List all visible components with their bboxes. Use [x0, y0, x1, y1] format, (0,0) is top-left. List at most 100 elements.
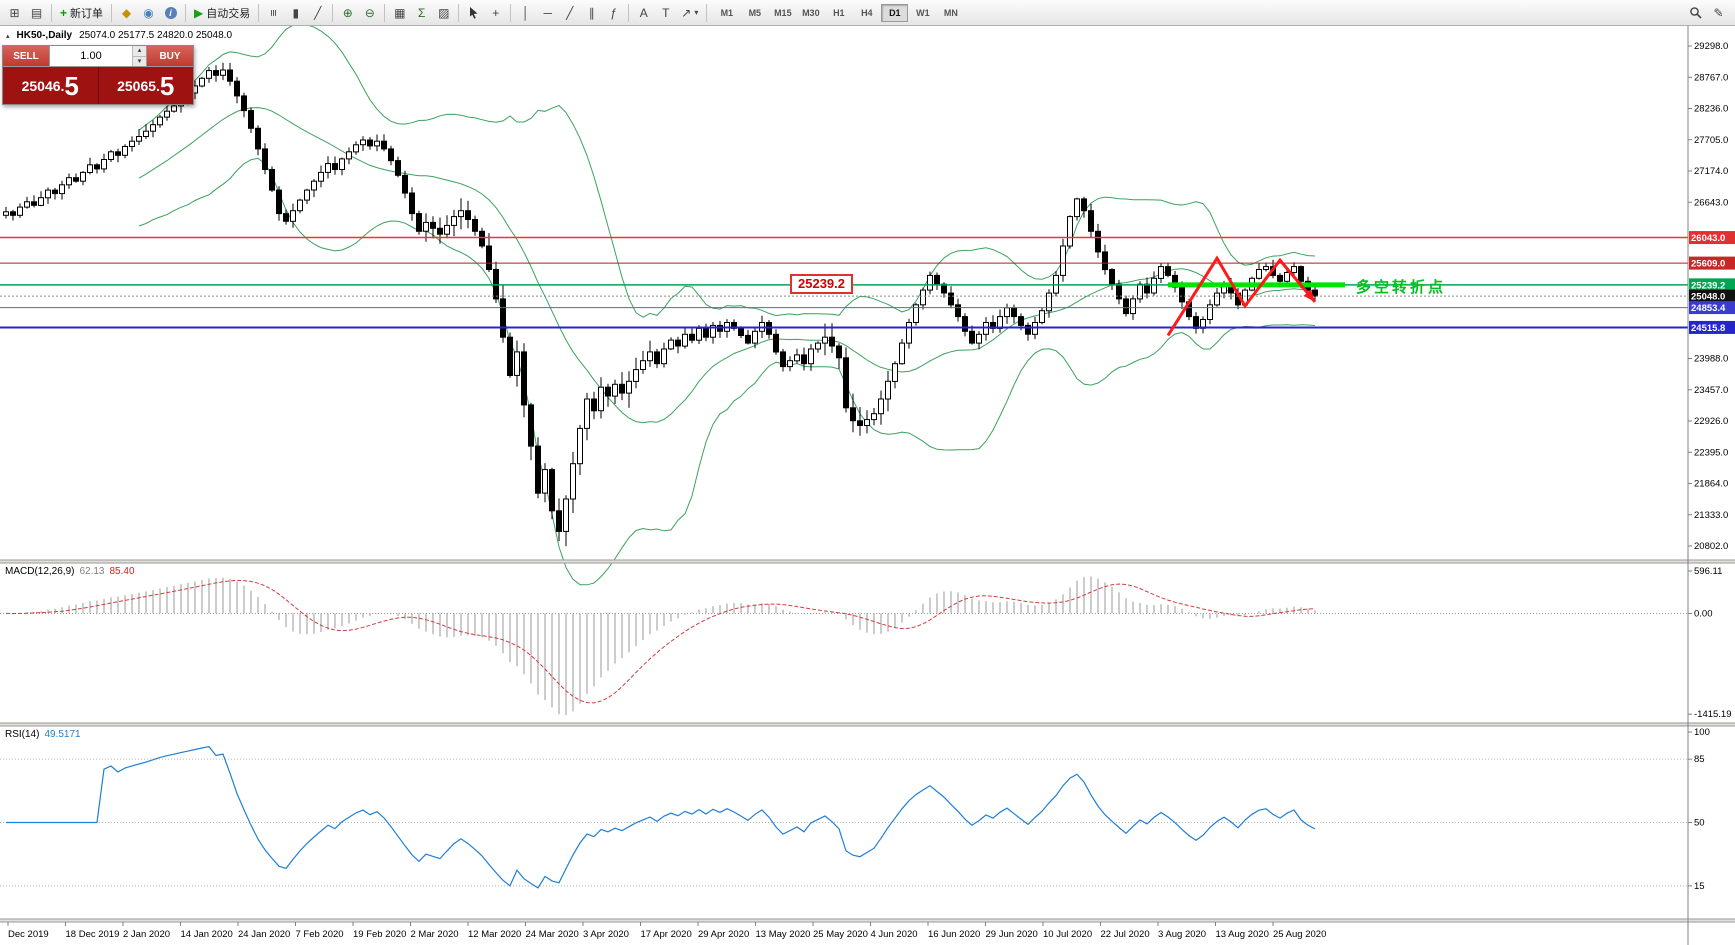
- svg-text:25609.0: 25609.0: [1691, 259, 1725, 270]
- svg-text:17 Apr 2020: 17 Apr 2020: [641, 929, 692, 940]
- indicators-button[interactable]: Σ: [411, 2, 432, 23]
- volume-decrease-button[interactable]: ▾: [133, 56, 146, 66]
- templates-button[interactable]: ▨: [433, 2, 454, 23]
- sell-price-small: 25046.: [21, 77, 65, 94]
- timeframe-h4-button[interactable]: H4: [853, 4, 880, 22]
- metaeditor-button[interactable]: ◆: [116, 2, 137, 23]
- svg-text:28236.0: 28236.0: [1694, 104, 1728, 115]
- edit-button[interactable]: ✎: [1708, 2, 1729, 23]
- chart-canvas[interactable]: 29298.0 28767.0 28236.0 27705.0 27174.0 26643…: [0, 26, 1735, 945]
- svg-text:29298.0: 29298.0: [1694, 41, 1728, 52]
- crosshair-icon: +: [492, 5, 500, 20]
- candlestick-chart-button[interactable]: ▮: [285, 2, 306, 23]
- toolbar-separator: [628, 3, 630, 22]
- svg-text:27174.0: 27174.0: [1694, 166, 1728, 177]
- timeframe-m5-button[interactable]: M5: [741, 4, 768, 22]
- turning-point-label[interactable]: 多空转折点: [1356, 279, 1447, 296]
- arrows-dropdown-button[interactable]: ↗ ▾: [677, 2, 702, 23]
- line-chart-button[interactable]: ╱: [307, 2, 328, 23]
- panel-separator-rsi[interactable]: [0, 722, 1735, 727]
- new-order-button[interactable]: + 新订单: [56, 2, 107, 23]
- buy-price[interactable]: 25065. 5: [98, 67, 193, 104]
- timeframe-m15-button[interactable]: M15: [769, 4, 796, 22]
- vertical-line-button[interactable]: │: [515, 2, 536, 23]
- svg-text:12 Mar 2020: 12 Mar 2020: [468, 929, 521, 940]
- buy-button[interactable]: BUY: [147, 46, 193, 66]
- autotrading-button[interactable]: ▶ 自动交易: [190, 2, 254, 23]
- timeframe-d1-button[interactable]: D1: [881, 3, 909, 22]
- search-icon: [1690, 7, 1702, 19]
- market-button[interactable]: ◉: [138, 2, 159, 23]
- svg-text:15: 15: [1694, 881, 1705, 892]
- info-icon: i: [164, 6, 177, 19]
- arrow-object-icon: ↗: [681, 5, 692, 20]
- time-scale[interactable]: [0, 922, 1688, 945]
- market-icon: ◉: [143, 5, 154, 20]
- text-icon: A: [639, 5, 648, 20]
- svg-text:24 Jan 2020: 24 Jan 2020: [238, 929, 290, 940]
- vertical-line-icon: │: [522, 5, 530, 20]
- crosshair-button[interactable]: +: [485, 2, 506, 23]
- timeframe-toolbar: M1 M5 M15 M30 H1 H4 D1 W1 MN: [713, 3, 964, 22]
- volume-increase-button[interactable]: ▴: [133, 46, 146, 57]
- toolbar-separator: [51, 3, 52, 22]
- volume-input[interactable]: [50, 46, 132, 66]
- svg-text:10 Jul 2020: 10 Jul 2020: [1043, 929, 1092, 940]
- panel-separator-macd[interactable]: [0, 559, 1735, 564]
- svg-text:100: 100: [1694, 727, 1710, 738]
- svg-text:0.00: 0.00: [1694, 608, 1713, 619]
- timeframe-m30-button[interactable]: M30: [797, 4, 824, 22]
- timeframe-w1-button[interactable]: W1: [909, 4, 936, 22]
- zoom-in-button[interactable]: ⊕: [337, 2, 358, 23]
- timeframe-h1-button[interactable]: H1: [825, 4, 852, 22]
- svg-text:27705.0: 27705.0: [1694, 135, 1728, 146]
- svg-text:23457.0: 23457.0: [1694, 385, 1728, 396]
- sell-price[interactable]: 25046. 5: [3, 67, 99, 104]
- price-scale[interactable]: [1688, 26, 1735, 945]
- channel-button[interactable]: ∥: [581, 2, 602, 23]
- rsi-name: RSI(14): [5, 729, 40, 740]
- timeframe-m1-button[interactable]: M1: [713, 4, 740, 22]
- svg-text:20802.0: 20802.0: [1694, 541, 1728, 552]
- help-button[interactable]: i: [160, 2, 181, 23]
- sell-button[interactable]: SELL: [3, 46, 49, 66]
- metaeditor-icon: ◆: [121, 5, 132, 20]
- macd-caption: MACD(12,26,9) 62.13 85.40: [5, 566, 135, 577]
- symbol-marker-icon: ▴: [6, 32, 10, 40]
- horizontal-line-icon: ─: [543, 5, 552, 20]
- svg-text:4 Jun 2020: 4 Jun 2020: [871, 929, 918, 940]
- svg-text:13 Aug 2020: 13 Aug 2020: [1216, 929, 1269, 940]
- svg-text:25239.2: 25239.2: [1691, 280, 1725, 291]
- fibonacci-button[interactable]: ƒ: [603, 2, 624, 23]
- text-button[interactable]: A: [633, 2, 654, 23]
- horizontal-line-button[interactable]: ─: [537, 2, 558, 23]
- tile-windows-button[interactable]: ▦: [389, 2, 410, 23]
- new-chart-button[interactable]: ⊞: [4, 2, 25, 23]
- svg-text:21333.0: 21333.0: [1694, 510, 1728, 521]
- price-callout-label[interactable]: 25239.2: [790, 274, 853, 294]
- search-button[interactable]: [1685, 2, 1706, 23]
- line-chart-icon: ╱: [314, 5, 322, 20]
- svg-text:29 Jun 2020: 29 Jun 2020: [986, 929, 1038, 940]
- toolbar-separator: [258, 3, 260, 22]
- profiles-button[interactable]: ▤: [26, 2, 47, 23]
- zoom-out-button[interactable]: ⊖: [359, 2, 380, 23]
- trendline-button[interactable]: ╱: [559, 2, 580, 23]
- toolbar-separator: [111, 3, 113, 22]
- cursor-button[interactable]: [463, 2, 484, 23]
- autotrading-play-icon: ▶: [194, 5, 204, 20]
- channel-icon: ∥: [588, 5, 595, 20]
- bar-chart-button[interactable]: ≡: [263, 2, 284, 23]
- fibonacci-icon: ƒ: [610, 5, 618, 20]
- svg-text:85: 85: [1694, 754, 1705, 765]
- timeframe-mn-button[interactable]: MN: [937, 4, 964, 22]
- text-label-button[interactable]: T: [655, 2, 676, 23]
- zoom-in-icon: ⊕: [342, 5, 353, 20]
- svg-text:2 Mar 2020: 2 Mar 2020: [411, 929, 459, 940]
- pencil-icon: ✎: [1713, 5, 1724, 20]
- svg-text:25 Aug 2020: 25 Aug 2020: [1273, 929, 1326, 940]
- sell-price-big: 5: [64, 70, 79, 101]
- buy-price-big: 5: [159, 70, 175, 101]
- bar-chart-icon: ≡: [266, 8, 281, 17]
- new-chart-icon: ⊞: [9, 5, 20, 20]
